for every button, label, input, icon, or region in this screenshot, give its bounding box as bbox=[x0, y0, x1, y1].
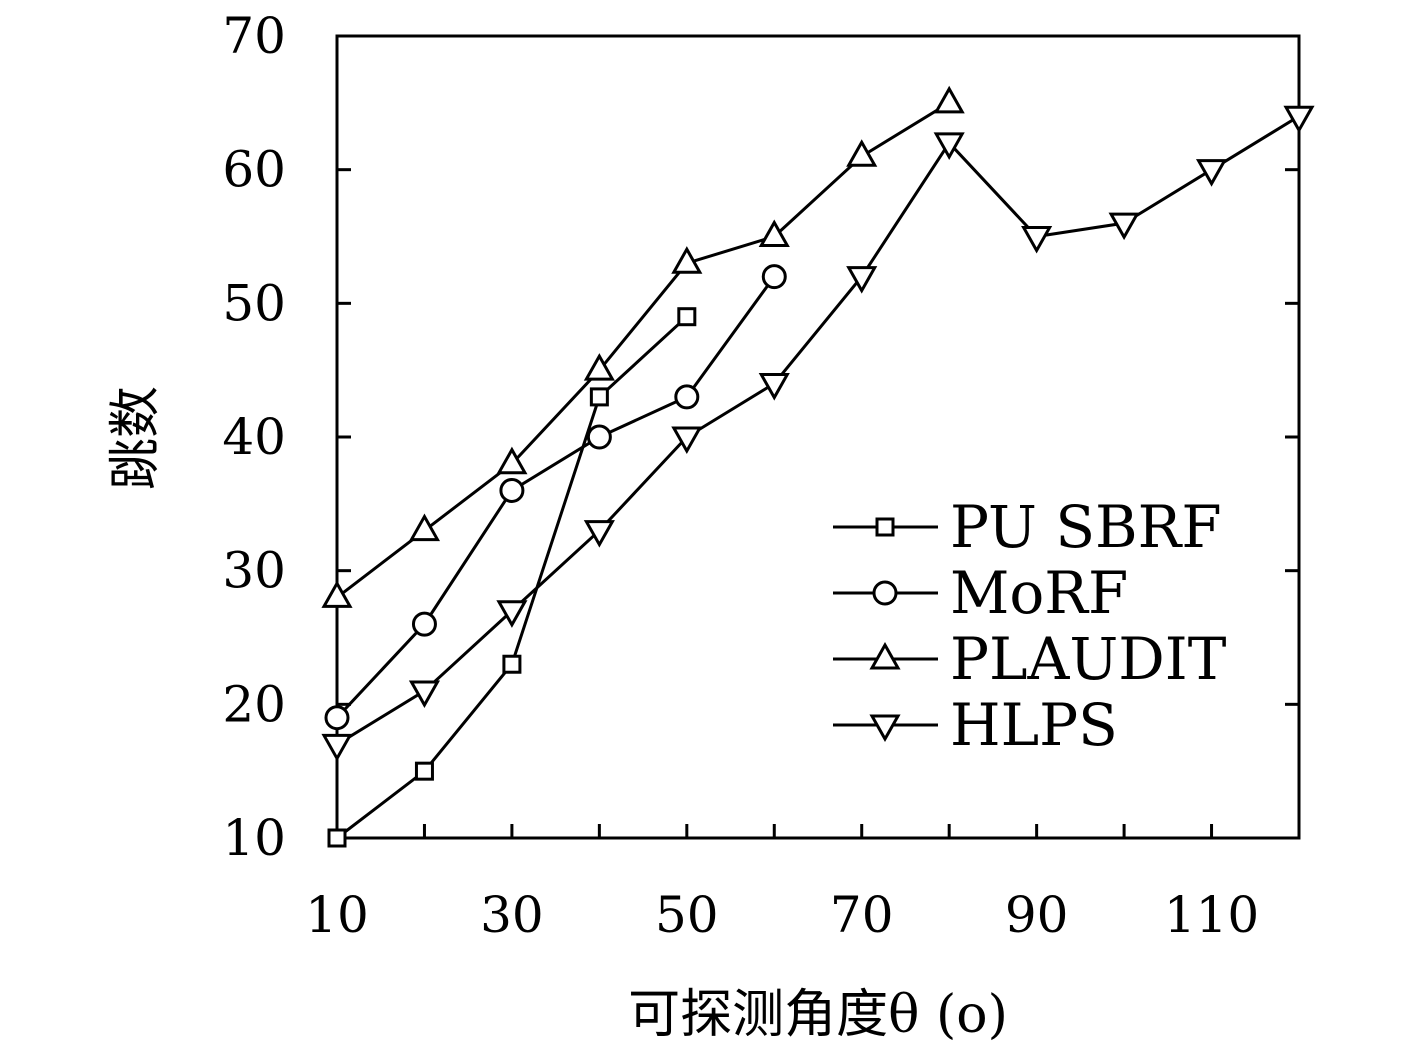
triangle-down-marker bbox=[1108, 212, 1140, 241]
triangle-down-marker bbox=[408, 680, 441, 709]
legend-entry: HLPS bbox=[833, 691, 1118, 759]
triangle-down-marker bbox=[1021, 226, 1053, 254]
triangle-up-marker bbox=[671, 246, 703, 274]
series-line bbox=[335, 275, 776, 719]
triangle-down-marker bbox=[1195, 159, 1228, 187]
circle-marker bbox=[674, 384, 700, 410]
triangle-down-marker bbox=[671, 426, 703, 455]
circle-marker bbox=[872, 580, 898, 606]
circle-marker bbox=[499, 477, 525, 503]
triangle-up-marker bbox=[583, 353, 615, 381]
circle-marker bbox=[586, 424, 612, 450]
series-morf bbox=[324, 264, 787, 731]
x-tick-label: 110 bbox=[1164, 886, 1259, 944]
y-tick-label: 10 bbox=[222, 809, 286, 867]
y-tick-label: 70 bbox=[222, 7, 286, 65]
series-line bbox=[336, 315, 688, 840]
x-tick-label: 70 bbox=[830, 886, 894, 944]
triangle-up-marker bbox=[846, 139, 878, 167]
triangle-down-marker bbox=[583, 520, 615, 548]
x-tick-label: 30 bbox=[480, 886, 544, 944]
triangle-down-marker bbox=[1283, 105, 1315, 134]
triangle-up-marker bbox=[321, 580, 353, 608]
x-tick-label: 50 bbox=[655, 886, 719, 944]
square-marker bbox=[502, 654, 522, 674]
plot-frame bbox=[335, 34, 1301, 840]
y-axis-title: 跳数 bbox=[106, 386, 166, 490]
legend-label: HLPS bbox=[950, 691, 1118, 759]
series-hlps bbox=[321, 105, 1315, 762]
y-tick-label: 20 bbox=[222, 675, 286, 733]
triangle-down-marker bbox=[846, 266, 878, 294]
x-axis-title: 可探测角度θ (o) bbox=[628, 985, 1008, 1045]
x-tick-labels: 10 30 50 70 90 110 bbox=[305, 886, 1259, 944]
triangle-up-marker bbox=[496, 446, 528, 475]
triangle-down-marker bbox=[933, 132, 965, 160]
square-marker bbox=[589, 387, 609, 407]
series-line bbox=[336, 101, 950, 599]
triangle-down-marker bbox=[321, 733, 353, 762]
square-marker bbox=[677, 307, 697, 327]
y-tick-label: 60 bbox=[222, 141, 286, 199]
series-plaudit bbox=[321, 85, 965, 608]
series-layer bbox=[321, 85, 1315, 848]
triangle-down-marker bbox=[758, 373, 790, 401]
legend-entry: PU SBRF bbox=[833, 493, 1222, 561]
triangle-down-marker bbox=[869, 714, 901, 743]
x-tick-label: 90 bbox=[1005, 886, 1069, 944]
axis-ticks bbox=[335, 34, 1301, 840]
square-marker bbox=[875, 517, 895, 537]
square-marker bbox=[327, 828, 347, 848]
x-tick-label: 10 bbox=[305, 886, 369, 944]
legend-label: PLAUDIT bbox=[950, 625, 1227, 693]
triangle-up-marker bbox=[933, 85, 965, 114]
triangle-up-marker bbox=[869, 641, 901, 670]
circle-marker bbox=[324, 705, 350, 731]
circle-marker bbox=[761, 264, 787, 290]
legend-entry: MoRF bbox=[833, 559, 1128, 627]
series-pu-sbrf bbox=[327, 307, 697, 848]
circle-marker bbox=[411, 611, 437, 637]
y-tick-label: 50 bbox=[222, 274, 286, 332]
y-tick-labels: 10 20 30 40 50 60 70 bbox=[222, 7, 286, 867]
triangle-down-marker bbox=[496, 600, 528, 628]
triangle-up-marker bbox=[758, 219, 790, 247]
legend-label: MoRF bbox=[950, 559, 1128, 627]
y-tick-label: 30 bbox=[222, 542, 286, 600]
legend-entry: PLAUDIT bbox=[833, 625, 1227, 693]
triangle-up-marker bbox=[408, 513, 441, 542]
y-tick-label: 40 bbox=[222, 408, 286, 466]
square-marker bbox=[414, 761, 434, 781]
legend-label: PU SBRF bbox=[950, 493, 1222, 561]
